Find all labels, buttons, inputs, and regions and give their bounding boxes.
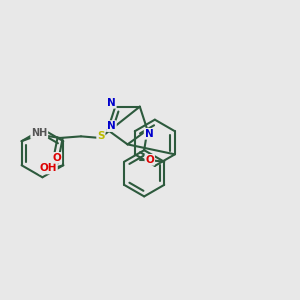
Text: N: N xyxy=(145,129,153,139)
Text: N: N xyxy=(107,121,116,131)
Text: OH: OH xyxy=(39,164,57,173)
Text: O: O xyxy=(52,153,61,163)
Text: N: N xyxy=(107,98,116,108)
Text: NH: NH xyxy=(31,128,47,138)
Text: S: S xyxy=(97,131,105,141)
Text: O: O xyxy=(146,155,154,165)
